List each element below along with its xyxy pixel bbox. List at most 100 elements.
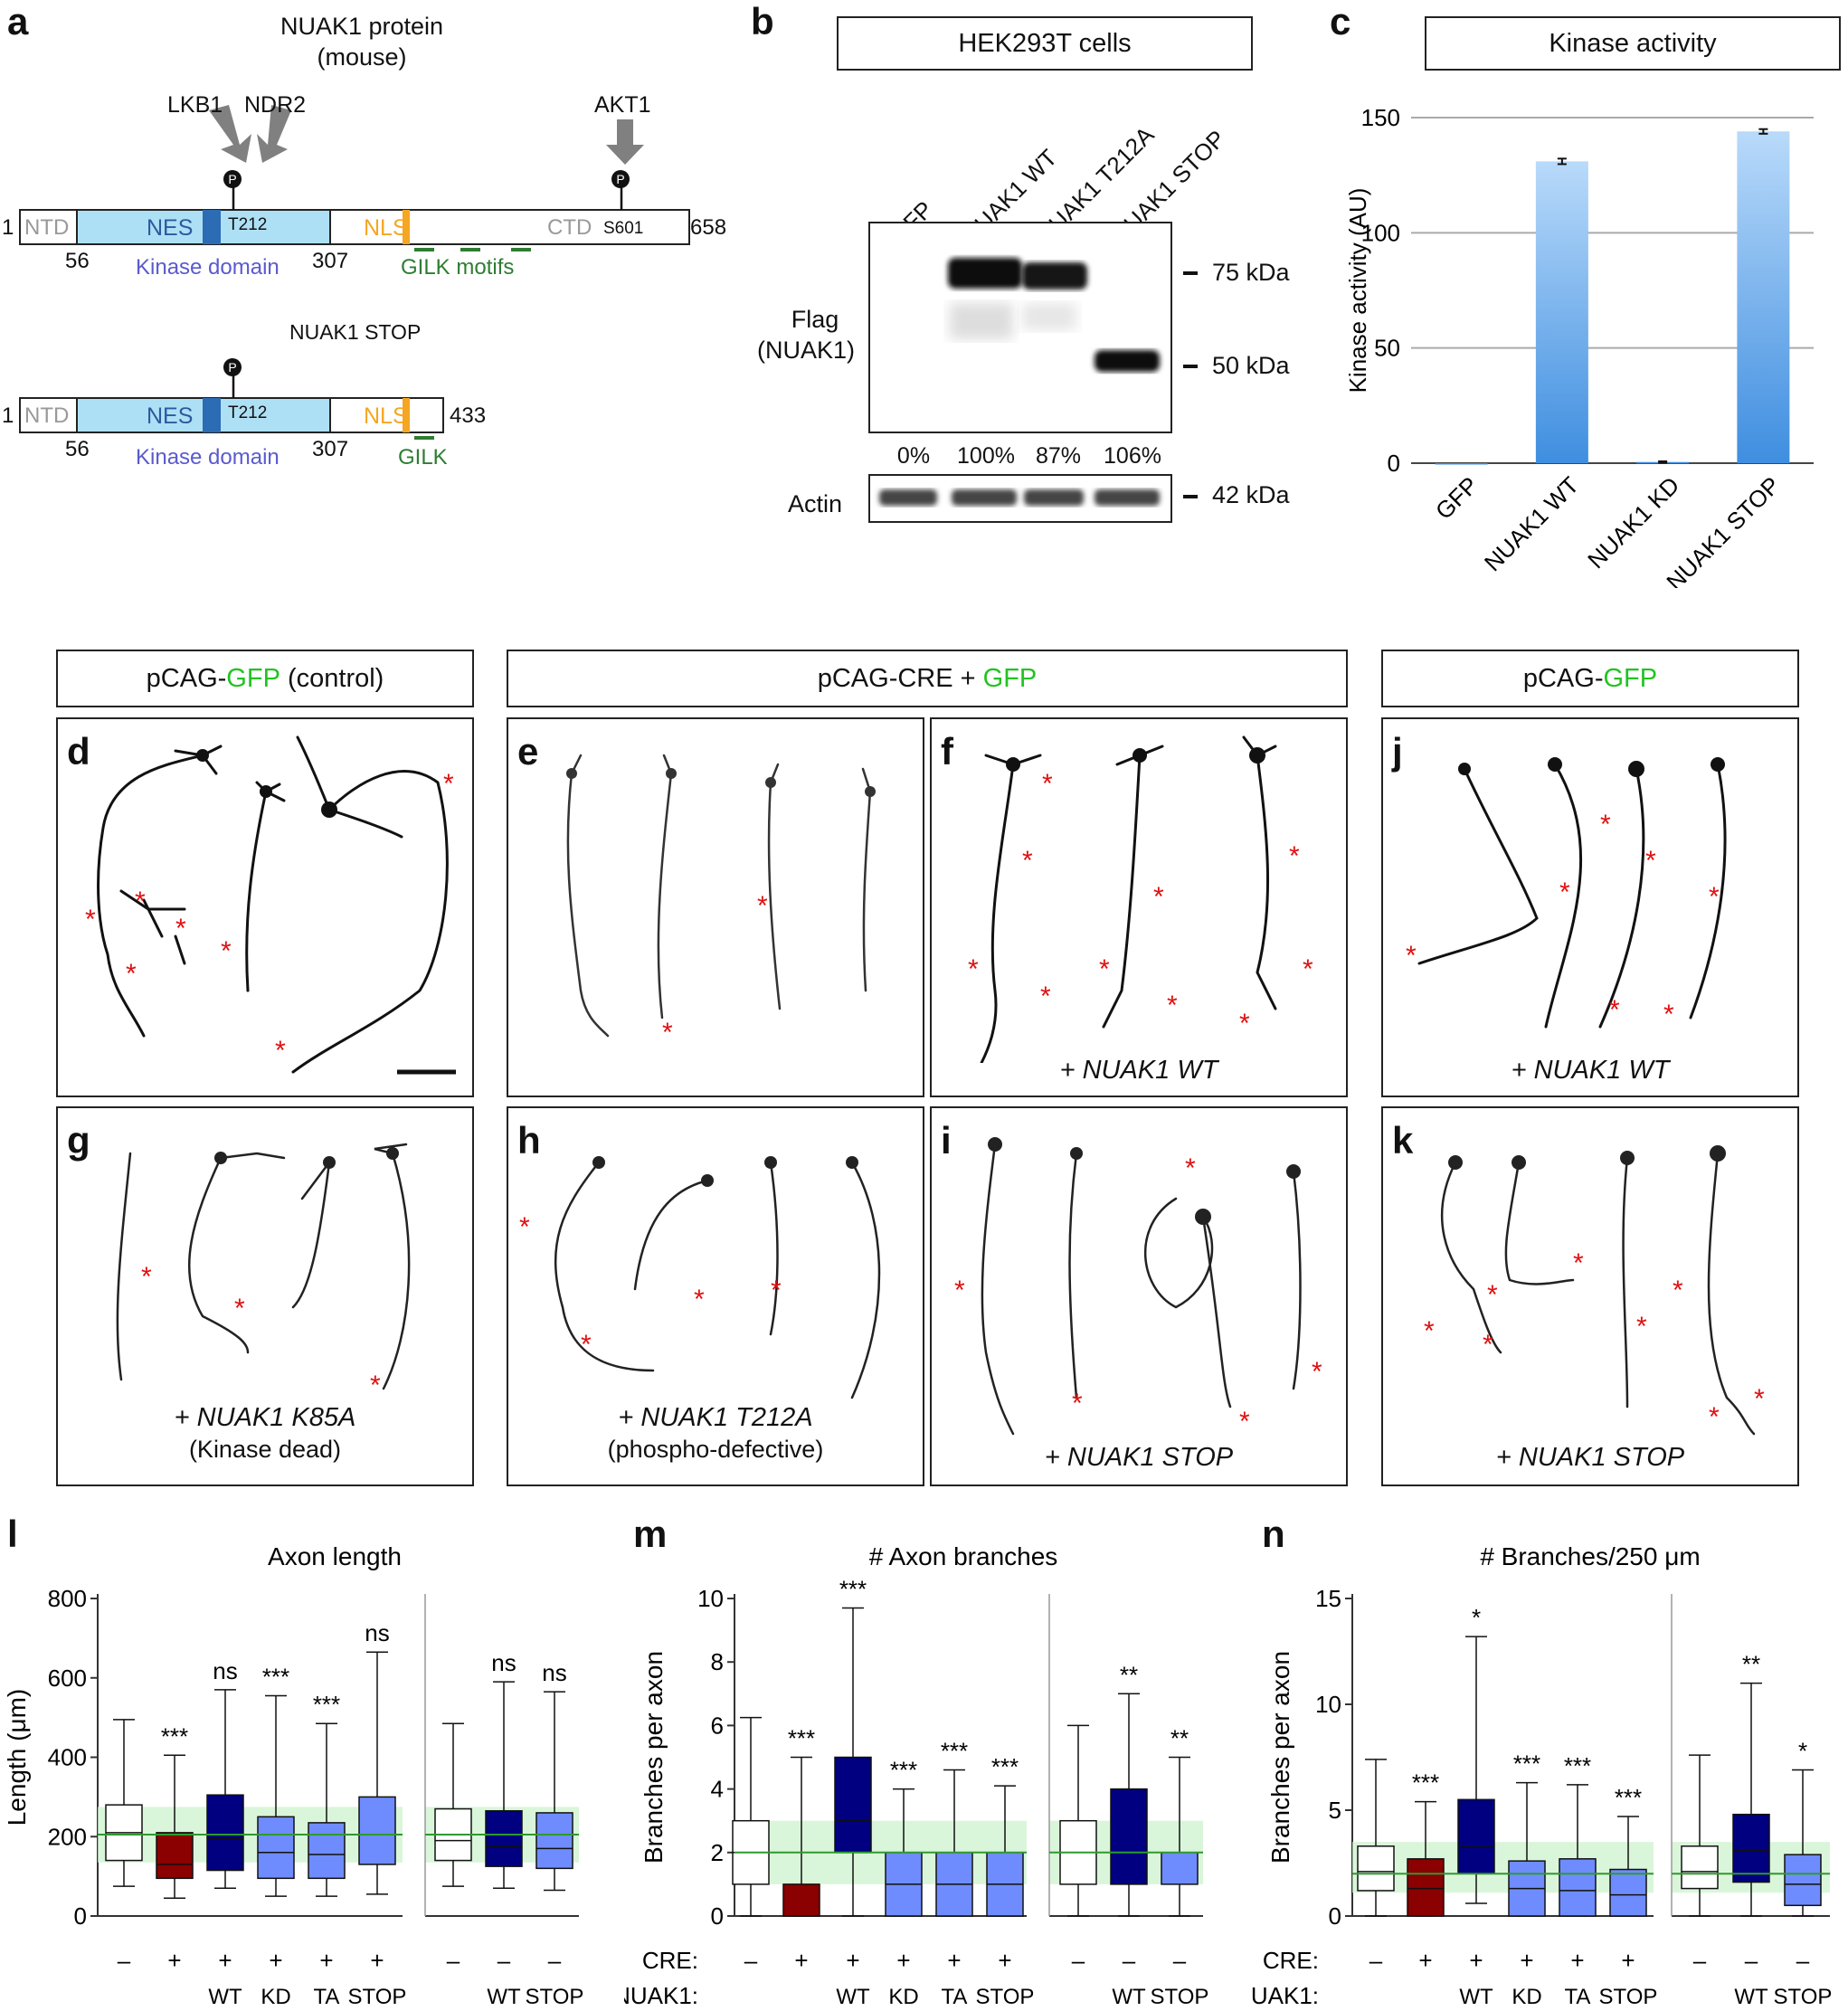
panel-label-c: c [1330, 0, 1351, 43]
panel-label-h: h [517, 1119, 541, 1162]
percent-t212a: 87% [1035, 443, 1082, 469]
cre-value: + [269, 1947, 282, 1974]
significance-label: *** [941, 1738, 968, 1765]
cre-row-label: CRE: [1263, 1947, 1319, 1974]
stop-nls: NLS [364, 403, 408, 429]
caption-j: + NUAK1 WT [1511, 1056, 1670, 1085]
nuak1-row-label: NUAK1: [624, 1982, 698, 2009]
nuak1-value: TA [942, 1985, 968, 2009]
y-tick-label: 0 [74, 1902, 87, 1930]
nuak1-value: KD [1512, 1985, 1541, 2009]
y-tick-label: 8 [711, 1648, 724, 1675]
nuak1-value: STOP [1774, 1985, 1833, 2009]
nuak1-row-label: NUAK1: [1251, 1982, 1319, 2009]
stop-nes: NES [147, 403, 194, 429]
marker-50: 50 kDa [1212, 352, 1290, 379]
asterisk: * [85, 905, 96, 934]
chart-title: Axon length [268, 1542, 402, 1570]
caption-g-2: (Kinase dead) [188, 1436, 342, 1463]
box [535, 1812, 573, 1870]
full-56: 56 [65, 249, 90, 273]
asterisk: * [126, 959, 137, 989]
cre-value: + [167, 1947, 181, 1974]
box [1457, 1798, 1495, 1874]
box [1559, 1858, 1597, 1917]
asterisk: * [581, 1330, 592, 1360]
cre-value: + [218, 1947, 232, 1974]
cre-value: – [1693, 1947, 1707, 1974]
box [358, 1796, 396, 1865]
asterisk: * [1487, 1280, 1498, 1310]
panel-k: k * * * * * * * * + NUAK1 STOP [1381, 1106, 1799, 1486]
phospho-s601-icon: P [611, 170, 630, 188]
asterisk: * [443, 769, 454, 799]
neurons-k [1441, 1145, 1756, 1436]
panel-label-m: m [633, 1513, 668, 1555]
asterisk: * [1153, 882, 1164, 912]
band-stop [1095, 350, 1160, 372]
y-tick-label: 4 [711, 1776, 724, 1803]
asterisk: * [275, 1036, 286, 1066]
reference-band [1352, 1842, 1654, 1893]
asterisk: * [1312, 1357, 1322, 1387]
full-t212: T212 [228, 215, 268, 234]
bar [1435, 463, 1488, 465]
stop-kinase-label: Kinase domain [136, 445, 280, 470]
asterisk: * [1573, 1248, 1584, 1278]
phospho-stop-t212-icon: P [223, 358, 242, 376]
box [834, 1756, 872, 1854]
box [1357, 1845, 1395, 1892]
cre-value: – [1072, 1947, 1085, 1974]
panel-b-header: HEK293T cells [837, 16, 1253, 71]
asterisk: * [1600, 810, 1611, 839]
nuak1-value: STOP [976, 1985, 1035, 2009]
significance-label: *** [991, 1753, 1019, 1780]
cre-value: + [794, 1947, 808, 1974]
axon-branches-chart: # Axon branches Branches per axon 0 2 4 6 8 10 –… [624, 1542, 1209, 2009]
nuak1-value: STOP [1151, 1985, 1209, 2009]
nuak1-value: KD [888, 1985, 918, 2009]
significance-label: *** [313, 1691, 340, 1718]
y-tick-label: 10 [1315, 1691, 1341, 1718]
asterisk: * [234, 1294, 245, 1323]
nuak1-value: KD [261, 1985, 290, 2009]
caption-k: + NUAK1 STOP [1495, 1443, 1685, 1472]
neurons-e [566, 754, 876, 1038]
chart-title: # Branches/250 μm [1480, 1542, 1700, 1570]
stop-56: 56 [65, 437, 90, 461]
neurons-d [97, 735, 456, 1075]
marker-75: 75 kDa [1212, 259, 1290, 286]
panel-label-j: j [1392, 730, 1403, 773]
control-suffix: (control) [280, 663, 384, 693]
cre-value: – [1796, 1947, 1810, 1974]
ndr2-label: NDR2 [244, 92, 307, 118]
cre-value: + [896, 1947, 910, 1974]
cre-value: – [1745, 1947, 1758, 1974]
asterisk: * [1239, 1009, 1250, 1039]
nuak1-value: TA [314, 1985, 340, 2009]
box [257, 1816, 295, 1880]
panel-a-title-1: NUAK1 protein [280, 13, 444, 40]
box [1161, 1852, 1199, 1885]
box [308, 1822, 346, 1880]
asterisk: * [1040, 982, 1051, 1011]
control-prefix: pCAG- [146, 663, 227, 693]
box [1784, 1854, 1822, 1907]
cre-green: GFP [982, 663, 1038, 693]
percent-gfp: 0% [896, 443, 931, 469]
significance-label: ** [1742, 1651, 1760, 1678]
y-tick-label: 0 [711, 1902, 724, 1930]
percent-stop: 106% [1104, 443, 1161, 469]
y-tick-label: 150 [1361, 104, 1400, 131]
caption-f: + NUAK1 WT [1059, 1056, 1218, 1085]
stop-ntd: NTD [24, 403, 70, 428]
asterisk: * [1239, 1407, 1250, 1437]
stop-t212: T212 [228, 403, 268, 422]
cre-value: – [1369, 1947, 1383, 1974]
nuak1-value: STOP [1599, 1985, 1658, 2009]
asterisk: * [1663, 1000, 1674, 1029]
panel-d: d * * * * * * * [56, 717, 474, 1097]
panel-label-e: e [517, 730, 539, 773]
y-tick-label: 100 [1361, 219, 1400, 246]
full-end: 658 [690, 215, 727, 240]
